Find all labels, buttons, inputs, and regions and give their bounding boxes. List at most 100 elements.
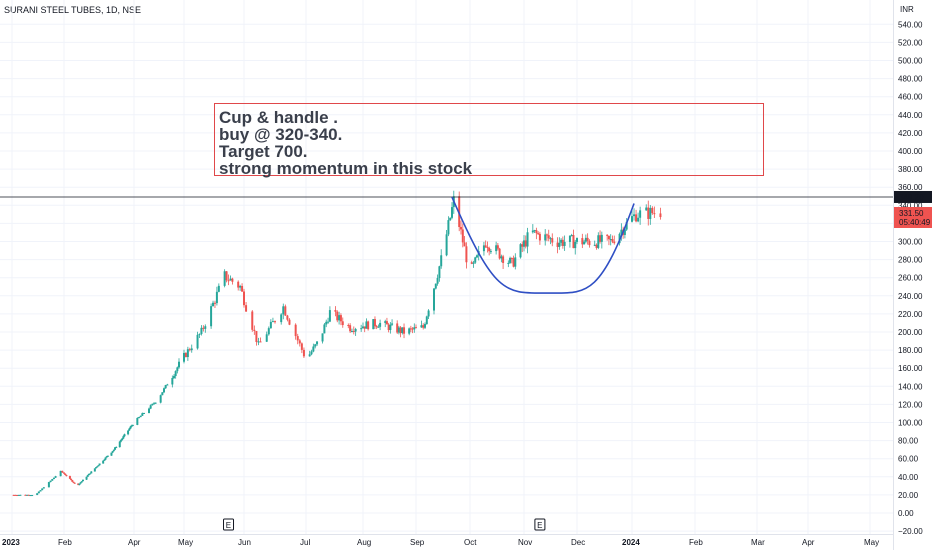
candle-body (129, 426, 132, 429)
annotation-line-2: buy @ 320-340. (219, 125, 343, 144)
candle-body (159, 395, 162, 403)
candle-body (212, 302, 215, 307)
candle-body (433, 288, 435, 311)
price-tick-label: 400.00 (898, 147, 923, 156)
candle-body (186, 349, 189, 358)
candle-body (29, 495, 32, 497)
candle-body (489, 251, 492, 253)
candle-body (80, 481, 83, 483)
candle-body (229, 278, 232, 281)
candle-body (460, 227, 462, 230)
candle-body (245, 305, 248, 312)
candle-body (115, 447, 118, 449)
candle-body (139, 415, 142, 418)
candle-body (544, 234, 547, 241)
candle-body (510, 257, 513, 259)
time-tick-label: Sep (410, 538, 425, 547)
candle-body (574, 241, 577, 249)
price-tick-label: 520.00 (898, 38, 923, 47)
candle-body (89, 473, 92, 475)
candle-body (282, 306, 285, 315)
last-price-tag-label: 349.20 (899, 193, 924, 202)
candle-body (631, 216, 633, 222)
candle-body (576, 238, 578, 242)
candle-body (570, 235, 573, 237)
cup-curve[interactable] (451, 196, 635, 294)
price-tick-label: 180.00 (898, 346, 923, 355)
candle-body (581, 238, 584, 245)
price-tick-label: 480.00 (898, 75, 923, 84)
candle-body (178, 361, 180, 368)
candle-body (512, 258, 515, 267)
candle-body (118, 441, 121, 448)
price-tick-label: 280.00 (898, 256, 923, 265)
candle-body (637, 217, 640, 222)
candle-body (127, 430, 130, 435)
candle-body (198, 333, 201, 335)
candle-body (336, 311, 339, 321)
candle-body (375, 326, 378, 328)
candle-body (280, 314, 283, 323)
price-tick-label: 380.00 (898, 165, 923, 174)
candle-body (105, 456, 108, 458)
candle-body (151, 403, 154, 406)
candle-body (451, 207, 453, 218)
candle-body (372, 319, 375, 330)
candle-body (498, 248, 501, 259)
candle-body (61, 470, 64, 473)
candle-body (64, 473, 67, 475)
candle-body (231, 278, 234, 282)
candle-body (496, 245, 499, 249)
candle-body (659, 213, 662, 218)
price-tick-label: 460.00 (898, 93, 923, 102)
candle-body (196, 334, 199, 349)
candle-body (225, 271, 228, 281)
candle-body (449, 217, 452, 221)
candle-body (583, 241, 586, 245)
candle-body (49, 480, 52, 483)
candle-body (653, 213, 656, 215)
candle-body (526, 232, 529, 247)
time-tick-label: Aug (357, 538, 371, 547)
candle-body (401, 327, 404, 334)
candle-body (39, 490, 42, 492)
candle-body (420, 325, 423, 328)
candle-body (106, 455, 109, 457)
candle-body (128, 428, 131, 431)
annotation-box[interactable]: Cup & handle . buy @ 320-340. Target 700… (214, 103, 764, 177)
candle-body (611, 239, 614, 242)
candle-body (163, 388, 165, 393)
candle-body (647, 207, 650, 219)
candle-body (502, 256, 505, 263)
candle-body (484, 245, 487, 247)
candle-body (599, 235, 602, 242)
price-tick-label: 140.00 (898, 382, 923, 391)
candle-body (436, 278, 439, 284)
candle-body (521, 244, 524, 247)
candle-body (204, 326, 207, 329)
candle-body (389, 324, 392, 331)
earnings-marker[interactable] (534, 518, 546, 531)
candle-body (397, 327, 400, 333)
price-tick-label: 0.00 (898, 509, 914, 518)
candle-body (149, 405, 152, 409)
candle-body (438, 266, 441, 279)
earnings-marker[interactable] (223, 518, 235, 531)
candle-body (314, 344, 317, 347)
candle-body (95, 467, 98, 469)
candle-body (563, 241, 566, 246)
candle-body (339, 315, 342, 322)
candle-body (524, 240, 527, 247)
candle-body (507, 262, 510, 264)
annotation-line-3: Target 700. (219, 142, 308, 161)
candle-body (184, 352, 187, 358)
candle-body (537, 233, 540, 235)
candle-body (119, 440, 122, 442)
candle-body (77, 483, 80, 486)
candle-body (474, 257, 477, 263)
candle-body (213, 302, 216, 304)
candle-body (595, 244, 598, 248)
time-tick-label: 2024 (622, 538, 640, 547)
